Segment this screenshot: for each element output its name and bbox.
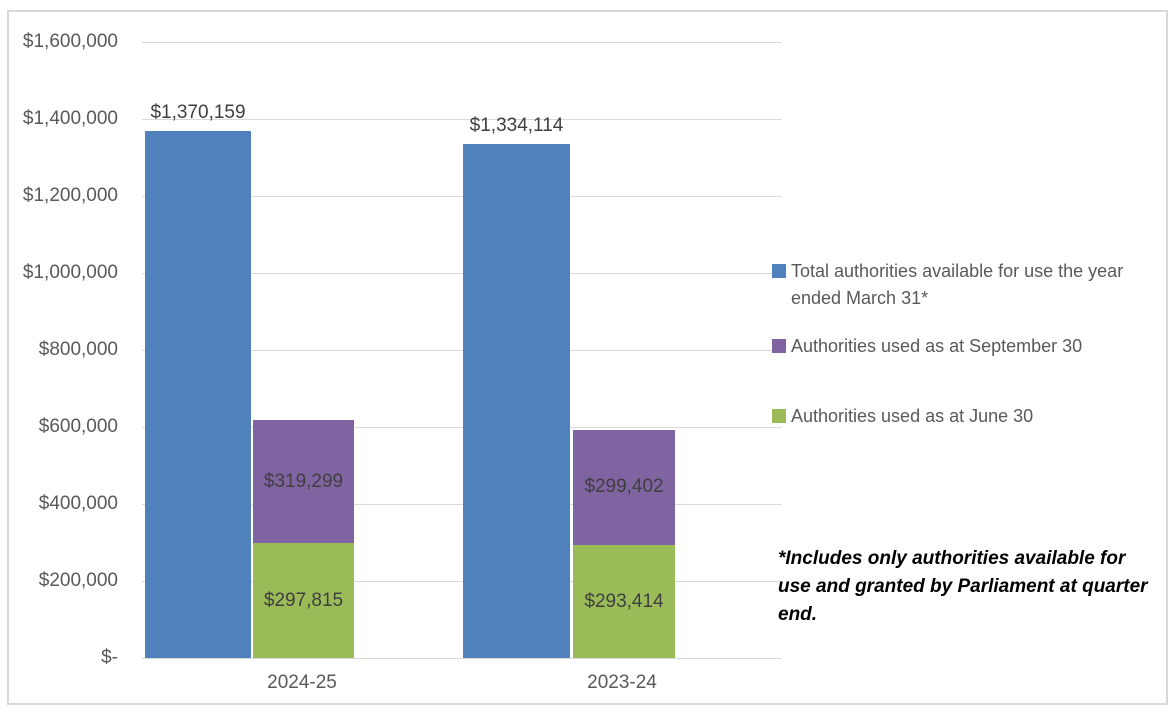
gridline (142, 42, 782, 43)
x-axis-label-2024-25: 2024-25 (267, 672, 337, 693)
bar-june-2023-24: $293,414 (573, 545, 675, 658)
gridline (142, 273, 782, 274)
y-axis-labels: $- $200,000 $400,000 $600,000 $800,000 $1,000… (0, 0, 118, 714)
data-label-total-2023-24: $1,334,114 (469, 115, 564, 137)
legend-entry-june: Authorities used as at June 30 (772, 403, 1144, 430)
bar-june-2024-25: $297,815 (253, 543, 354, 658)
data-label-september-2024-25: $319,299 (263, 470, 344, 492)
data-label-june-2024-25: $297,815 (263, 589, 344, 611)
bar-total-2023-24: $1,334,114 (463, 115, 570, 658)
gridline (142, 504, 782, 505)
bar-september-2024-25: $319,299 (253, 420, 354, 544)
bar-total-2023-24-fill: $1,334,114 (463, 115, 570, 658)
gridline (142, 658, 782, 659)
bar-total-2024-25: $1,370,159 (145, 102, 251, 658)
gridline (142, 581, 782, 582)
legend-label-total: Total authorities available for use the … (791, 261, 1124, 308)
legend-entry-total: Total authorities available for use the … (772, 258, 1144, 312)
y-tick-label: $1,400,000 (22, 108, 118, 129)
data-label-total-2024-25: $1,370,159 (150, 101, 246, 123)
y-tick-label: $600,000 (38, 416, 118, 437)
legend-swatch-september (772, 339, 786, 353)
bar-used-stack-2023-24: $299,402 $293,414 (573, 429, 675, 658)
y-tick-label: $- (101, 647, 118, 668)
legend-entry-september: Authorities used as at September 30 (772, 333, 1144, 360)
y-tick-label: $1,000,000 (22, 262, 118, 283)
bar-total-2024-25-fill: $1,370,159 (145, 102, 251, 658)
y-tick-label: $800,000 (38, 339, 118, 360)
gridline (142, 119, 782, 120)
x-axis-label-2023-24: 2023-24 (587, 672, 657, 693)
y-tick-label: $1,200,000 (22, 185, 118, 206)
gridline (142, 350, 782, 351)
chart-footnote: *Includes only authorities available for… (778, 548, 1148, 625)
legend-label-september: Authorities used as at September 30 (791, 336, 1083, 356)
gridline (142, 427, 782, 428)
legend-label-june: Authorities used as at June 30 (791, 406, 1034, 426)
bar-used-stack-2024-25: $319,299 $297,815 (253, 420, 354, 658)
legend-swatch-total (772, 264, 786, 278)
data-label-june-2023-24: $293,414 (584, 590, 664, 612)
legend-swatch-june (772, 409, 786, 423)
gridline (142, 196, 782, 197)
bar-september-2023-24: $299,402 (573, 429, 675, 545)
plot-area: $1,370,159 $319,299 $297,815 $1,334,114 … (142, 42, 782, 659)
y-tick-label: $400,000 (38, 493, 118, 514)
y-tick-label: $1,600,000 (22, 31, 118, 52)
y-tick-label: $200,000 (38, 570, 118, 591)
data-label-september-2023-24: $299,402 (584, 476, 664, 498)
